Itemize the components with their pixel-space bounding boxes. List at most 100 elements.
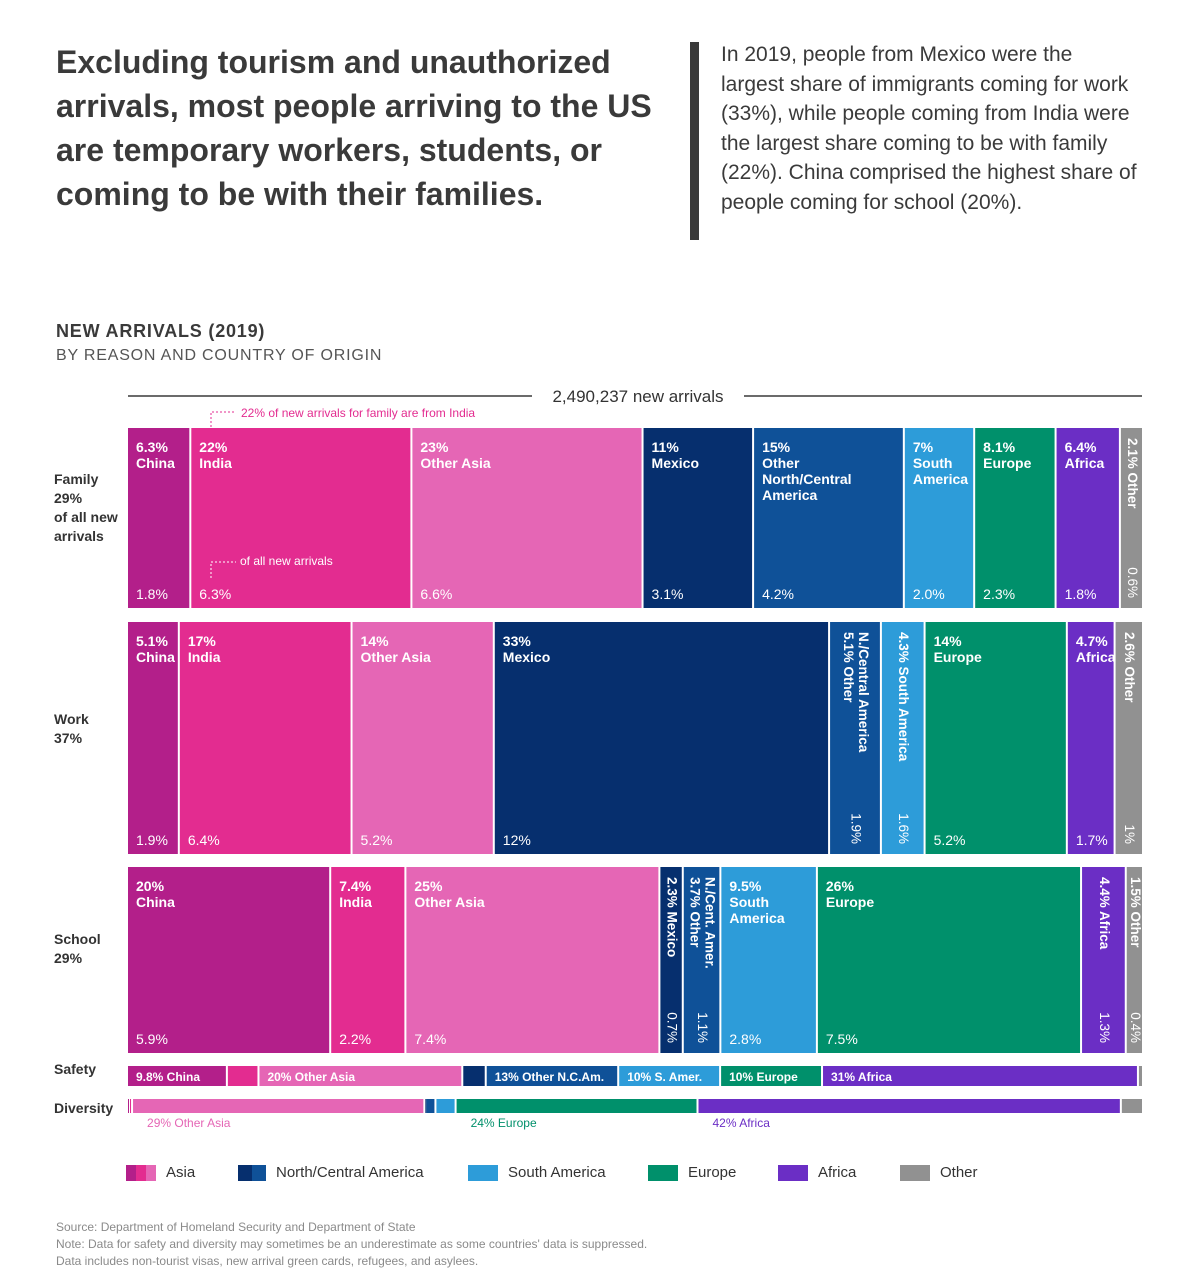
- segment-safety-china: [128, 1066, 226, 1086]
- segment-work-mexico: [494, 622, 829, 854]
- total-label: 2,490,237 new arrivals: [552, 387, 723, 406]
- segment-diversity-other-asia: [133, 1099, 424, 1113]
- row-label-school-line: School: [54, 931, 101, 947]
- segment-family-other-nca: [754, 428, 903, 608]
- legend-swatch-asia: [126, 1164, 156, 1181]
- segment-label: Africa: [1065, 455, 1105, 471]
- segment-label: Other Asia: [420, 455, 490, 471]
- callout-text: In 2019, people from Mexico were the lar…: [721, 43, 1137, 214]
- segment-label: 8.1%: [983, 439, 1015, 455]
- segment-of-all: 0.4%: [1128, 1012, 1143, 1043]
- footer-note-2: Data includes non-tourist visas, new arr…: [56, 1254, 479, 1268]
- segment-diversity-europe: [456, 1099, 697, 1113]
- segment-school-south-america: [721, 867, 816, 1053]
- legend-item-north-central-america: North/Central America: [238, 1164, 424, 1181]
- segment-school-other: [1126, 867, 1142, 1053]
- segment-safety-africa: [823, 1066, 1137, 1086]
- segment-label: 6.3%: [136, 439, 168, 455]
- segment-diversity-south-america: [436, 1099, 455, 1113]
- segment-diversity-india: [130, 1099, 132, 1113]
- segment-label: 2.3% Mexico: [665, 877, 680, 957]
- segment-family-india: [191, 428, 411, 608]
- segment-school-europe: [817, 867, 1081, 1053]
- segment-of-all: 1.3%: [1097, 1012, 1112, 1043]
- segment-label: 4.7%: [1076, 633, 1108, 649]
- segment-label: America: [913, 471, 968, 487]
- segment-of-all: 5.2%: [361, 832, 393, 848]
- segment-of-all: 1.9%: [848, 813, 863, 844]
- segment-of-all: 2.2%: [339, 1031, 371, 1047]
- segment-school-india: [331, 867, 405, 1053]
- segment-of-all: 1.7%: [1076, 832, 1108, 848]
- segment-label: China: [136, 649, 175, 665]
- segment-label: North/Central: [762, 471, 851, 487]
- segment-of-all: 1.8%: [1065, 586, 1097, 602]
- legend-swatch-europe: [648, 1164, 678, 1181]
- segment-of-all: 1.9%: [136, 832, 168, 848]
- segment-of-all: 7.4%: [414, 1031, 446, 1047]
- legend-label: South America: [508, 1164, 606, 1181]
- row-label-family-line: Family: [54, 471, 99, 487]
- segment-label: 23%: [420, 439, 449, 455]
- segment-label: N./Cent. Amer.: [703, 877, 718, 969]
- segment-family-africa: [1056, 428, 1119, 608]
- segment-of-all: 5.9%: [136, 1031, 168, 1047]
- segment-of-all: 1.8%: [136, 586, 168, 602]
- segment-label: 5.1%: [136, 633, 168, 649]
- segment-label: 14%: [361, 633, 390, 649]
- segment-label: Mexico: [503, 649, 550, 665]
- mosaic-chart: 2,490,237 new arrivals Family 29% of all ne…: [54, 387, 1143, 1130]
- segment-label: Other Asia: [361, 649, 431, 665]
- legend-label: Africa: [818, 1164, 857, 1181]
- legend-label: North/Central America: [276, 1164, 424, 1181]
- segment-safety-europe: [721, 1066, 822, 1086]
- segment-label: Other Asia: [414, 894, 484, 910]
- legend-swatch-other: [900, 1164, 930, 1181]
- segment-of-all: 6.4%: [188, 832, 220, 848]
- segment-label: 9.8% China: [136, 1070, 200, 1084]
- segment-label: Europe: [983, 455, 1031, 471]
- segment-safety-other-asia: [259, 1066, 462, 1086]
- legend-item-europe: Europe: [648, 1164, 736, 1181]
- annotation-of-all: of all new arrivals: [240, 554, 333, 568]
- segment-of-all: 12%: [503, 832, 531, 848]
- segment-school-other-nca: [683, 867, 720, 1053]
- segment-safety-india: [227, 1066, 258, 1086]
- footer-source: Source: Department of Homeland Security …: [56, 1220, 416, 1234]
- segment-school-china: [128, 867, 330, 1053]
- segment-school-mexico: [660, 867, 682, 1053]
- segment-label: Europe: [826, 894, 874, 910]
- segment-label: 4.3% South America: [896, 632, 911, 762]
- segment-label: 25%: [414, 878, 443, 894]
- segment-of-all: 5.2%: [934, 832, 966, 848]
- segment-label: Europe: [934, 649, 982, 665]
- segment-work-india: [179, 622, 351, 854]
- segment-label: 3.7% Other: [688, 877, 703, 948]
- segment-label: 11%: [652, 439, 680, 455]
- segment-label: N./Central America: [856, 632, 871, 753]
- segment-label: 29% Other Asia: [147, 1116, 231, 1130]
- segment-label: South: [729, 894, 769, 910]
- annotation-india-share: 22% of new arrivals for family are from …: [241, 406, 475, 420]
- segment-label: 15%: [762, 439, 791, 455]
- segment-label: Africa: [1076, 649, 1116, 665]
- segment-of-all: 1%: [1122, 824, 1137, 844]
- row-label-school-line: 29%: [54, 950, 83, 966]
- segment-of-all: 2.3%: [983, 586, 1015, 602]
- segment-of-all: 0.7%: [665, 1012, 680, 1043]
- annotation-leader-top: [210, 411, 236, 427]
- segment-diversity-china: [128, 1099, 129, 1113]
- segment-safety-other-nca: [486, 1066, 618, 1086]
- segment-label: 2.6% Other: [1122, 632, 1137, 703]
- footer: Source: Department of Homeland Security …: [56, 1219, 647, 1270]
- row-label-family-line: of all new: [54, 509, 118, 525]
- segment-work-europe: [925, 622, 1066, 854]
- segment-of-all: 1.1%: [695, 1012, 710, 1043]
- legend-swatch-nca: [238, 1164, 266, 1181]
- segment-label: 33%: [503, 633, 532, 649]
- segment-label: 31% Africa: [831, 1070, 892, 1084]
- segment-of-all: 4.2%: [762, 586, 794, 602]
- segment-label: 17%: [188, 633, 217, 649]
- segment-school-other-asia: [406, 867, 659, 1053]
- row-label-safety: Safety: [54, 1061, 96, 1077]
